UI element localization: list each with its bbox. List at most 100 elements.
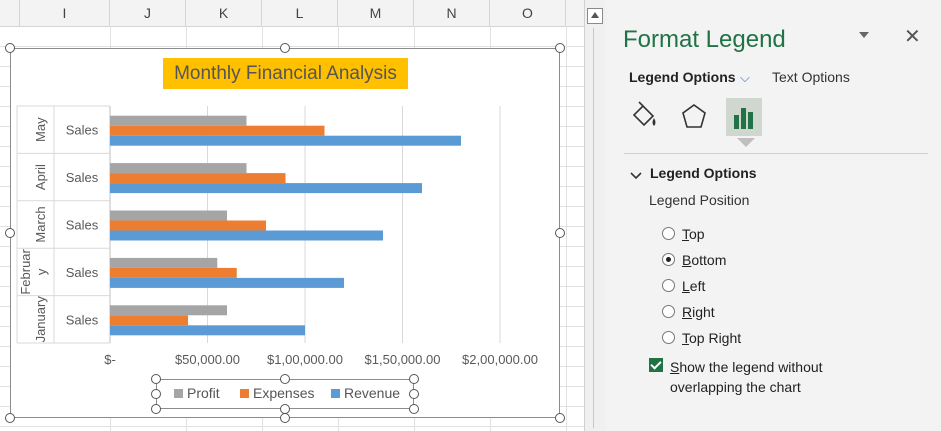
radio-label-top[interactable]: Top <box>682 226 705 242</box>
vertical-scrollbar[interactable] <box>584 0 606 431</box>
resize-handle[interactable] <box>5 43 15 53</box>
collapse-caret-icon[interactable] <box>630 168 642 180</box>
resize-handle[interactable] <box>5 228 15 238</box>
x-tick-label: $2,00,000.00 <box>462 352 538 367</box>
radio-label-left[interactable]: Left <box>682 278 706 294</box>
legend-entry-revenue[interactable]: Revenue <box>331 384 400 402</box>
column-header[interactable]: M <box>338 0 414 26</box>
radio-top-right[interactable] <box>662 331 675 344</box>
resize-handle[interactable] <box>151 374 161 384</box>
chart-title[interactable]: Monthly Financial Analysis <box>163 58 408 89</box>
resize-handle[interactable] <box>280 374 290 384</box>
category-item-label: Sales <box>66 312 99 327</box>
legend-options-icon[interactable] <box>726 98 762 136</box>
legend-swatch-expenses <box>240 389 249 398</box>
format-legend-pane: Format Legend ✕ Legend Options ⌵ Text Op… <box>606 0 941 431</box>
bar-profit <box>110 305 227 316</box>
category-item-label: Sales <box>66 123 99 138</box>
category-month-label: January <box>33 296 48 343</box>
tab-text-options[interactable]: Text Options <box>772 69 850 85</box>
close-icon[interactable]: ✕ <box>904 26 921 48</box>
bar-revenue <box>110 325 305 336</box>
bar-revenue <box>110 277 344 288</box>
overlap-checkbox-label[interactable]: Show the legend without overlapping the … <box>670 359 823 395</box>
x-tick-label: $50,000.00 <box>175 352 240 367</box>
legend-label: Profit <box>187 385 220 401</box>
resize-handle[interactable] <box>151 404 161 414</box>
bar-revenue <box>110 230 383 241</box>
pane-options-dropdown-icon[interactable] <box>858 28 872 42</box>
category-item-label: Sales <box>66 218 99 233</box>
column-header[interactable]: K <box>186 0 262 26</box>
legend-entry-profit[interactable]: Profit <box>174 384 220 402</box>
section-title-legend-options[interactable]: Legend Options <box>650 165 757 181</box>
category-item-label: Sales <box>66 170 99 185</box>
legend-position-label: Legend Position <box>649 192 750 208</box>
column-header[interactable]: J <box>110 0 186 26</box>
radio-bottom[interactable] <box>662 253 675 266</box>
bar-expenses <box>110 125 325 136</box>
category-month-label: April <box>33 164 48 190</box>
tab-legend-options[interactable]: Legend Options <box>629 69 736 85</box>
chevron-down-icon[interactable]: ⌵ <box>740 70 750 85</box>
bar-profit <box>110 257 218 268</box>
bar-expenses <box>110 315 188 326</box>
divider <box>624 153 928 154</box>
bar-revenue <box>110 135 461 146</box>
radio-label-right[interactable]: Right <box>682 304 715 320</box>
resize-handle[interactable] <box>409 374 419 384</box>
chart-plot: Sales January Sales Februar y Sales March Sales… <box>16 105 538 367</box>
category-month-label: Februar <box>18 248 33 294</box>
resize-handle[interactable] <box>280 413 290 423</box>
legend-swatch-revenue <box>331 389 340 398</box>
column-header[interactable]: I <box>20 0 110 26</box>
resize-handle[interactable] <box>555 228 565 238</box>
resize-handle[interactable] <box>409 389 419 399</box>
radio-label-bottom[interactable]: Bottom <box>682 252 727 268</box>
resize-handle[interactable] <box>409 404 419 414</box>
grid-column-line <box>566 26 567 431</box>
selected-tab-pointer <box>737 138 755 147</box>
overlap-checkbox[interactable] <box>649 358 663 372</box>
resize-handle[interactable] <box>5 413 15 423</box>
category-month-label: May <box>33 117 48 142</box>
radio-left[interactable] <box>662 279 675 292</box>
column-header[interactable]: N <box>414 0 490 26</box>
radio-right[interactable] <box>662 305 675 318</box>
column-header-row: I J K L M N O <box>0 0 584 27</box>
x-tick-label: $1,50,000.00 <box>365 352 441 367</box>
effects-icon[interactable] <box>676 98 712 136</box>
radio-label-top-right[interactable]: Top Right <box>682 330 742 346</box>
grid-row-line <box>0 46 584 47</box>
legend-label: Expenses <box>253 385 315 401</box>
radio-top[interactable] <box>662 227 675 240</box>
bar-expenses <box>110 173 286 184</box>
scroll-up-arrow-icon[interactable] <box>587 8 603 24</box>
bar-profit <box>110 163 247 174</box>
category-month-label: y <box>34 268 49 275</box>
bar-expenses <box>110 220 266 231</box>
column-header[interactable]: L <box>262 0 338 26</box>
column-header[interactable]: O <box>490 0 566 26</box>
pane-title: Format Legend <box>623 26 786 53</box>
bar-profit <box>110 210 227 221</box>
fill-line-icon[interactable] <box>626 98 662 136</box>
legend-label: Revenue <box>344 385 401 401</box>
category-month-label: March <box>33 206 48 242</box>
x-tick-label: $1,00,000.00 <box>267 352 343 367</box>
resize-handle[interactable] <box>280 43 290 53</box>
category-item-label: Sales <box>66 265 99 280</box>
legend-entry-expenses[interactable]: Expenses <box>240 384 314 402</box>
bar-profit <box>110 115 247 126</box>
column-header-left-stub <box>0 0 20 26</box>
scroll-track[interactable] <box>593 28 594 428</box>
bar-revenue <box>110 183 422 194</box>
legend-swatch-profit <box>174 389 183 398</box>
grid-row-line <box>0 426 584 427</box>
resize-handle[interactable] <box>555 43 565 53</box>
resize-handle[interactable] <box>555 413 565 423</box>
resize-handle[interactable] <box>280 404 290 414</box>
resize-handle[interactable] <box>151 389 161 399</box>
bar-expenses <box>110 267 237 278</box>
x-tick-label: $- <box>104 352 116 367</box>
